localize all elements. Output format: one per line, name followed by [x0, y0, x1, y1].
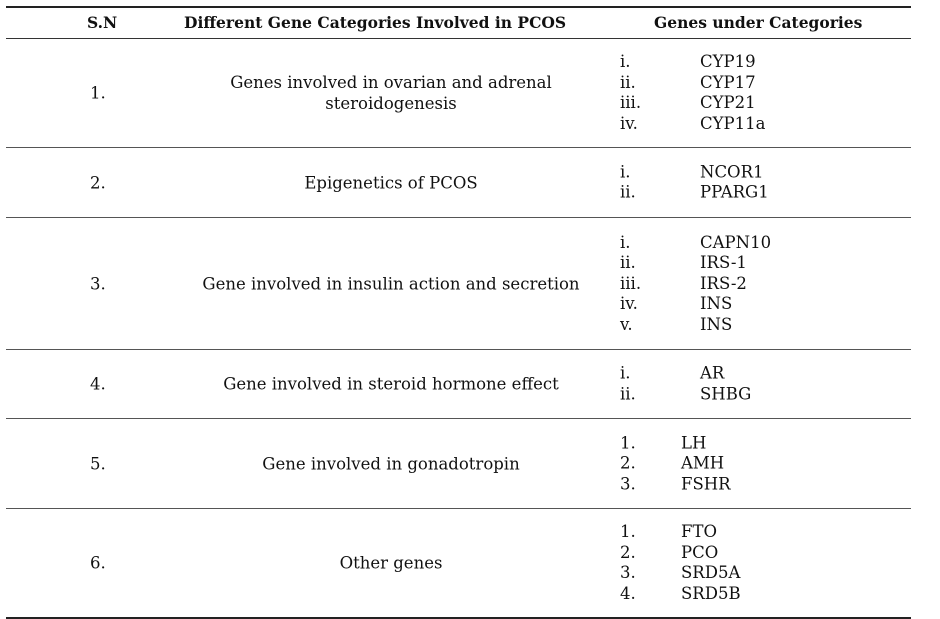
gene-name: AR	[700, 363, 725, 383]
row-category: Gene involved in steroid hormone effect	[223, 374, 559, 394]
gene-list: i. CAPN10 ii. IRS-1 iii. IRS-2 iv. INS v. INS	[614, 232, 854, 335]
gene-name: AMH	[681, 453, 725, 473]
table-row: 4. Gene involved in steroid hormone effe…	[6, 350, 911, 419]
gene-name: FTO	[681, 522, 717, 541]
gene-number: ii.	[620, 252, 636, 272]
gene-number: ii.	[620, 182, 636, 202]
gene-number: ii.	[620, 384, 636, 403]
row-category: Gene involved in insulin action and secr…	[202, 274, 580, 293]
row-category: Gene involved in gonadotropin	[262, 454, 520, 473]
row-sn: 6.	[90, 553, 106, 573]
gene-item: iv. CYP11a	[614, 114, 854, 135]
gene-name: LH	[681, 432, 707, 452]
gene-number: iv.	[620, 293, 638, 313]
gene-number: 4.	[620, 583, 636, 603]
gene-item: i. CYP19	[614, 52, 854, 73]
row-sn: 3.	[90, 274, 106, 293]
gene-item: ii. SHBG	[614, 384, 854, 405]
gene-item: ii. IRS-1	[614, 253, 854, 274]
gene-item: 3. FSHR	[614, 474, 854, 495]
gene-number: 2.	[620, 453, 636, 473]
gene-number: 1.	[620, 522, 636, 541]
row-sn: 1.	[90, 83, 106, 103]
table-header: S.N Different Gene Categories Involved i…	[6, 6, 911, 39]
gene-category-table: S.N Different Gene Categories Involved i…	[6, 6, 911, 619]
table-row: 6. Other genes 1. FTO 2. PCO 3. SRD5A 4. SRD…	[6, 509, 911, 619]
gene-number: i.	[620, 232, 631, 252]
header-genes: Genes under Categories	[654, 13, 863, 32]
gene-item: i. NCOR1	[614, 162, 854, 183]
gene-number: 2.	[620, 542, 636, 562]
gene-item: iii. CYP21	[614, 93, 854, 114]
gene-item: 2. PCO	[614, 543, 854, 564]
header-category: Different Gene Categories Involved in PC…	[184, 13, 567, 32]
gene-name: IRS-2	[700, 273, 747, 293]
gene-item: ii. CYP17	[614, 73, 854, 94]
gene-number: 3.	[620, 473, 636, 493]
gene-number: iii.	[620, 93, 642, 112]
gene-name: IRS-1	[700, 252, 747, 272]
gene-list: i. CYP19 ii. CYP17 iii. CYP21 iv. CYP11a	[614, 52, 854, 134]
gene-name: CAPN10	[700, 232, 772, 252]
gene-number: v.	[620, 314, 633, 334]
gene-list: i. NCOR1 ii. PPARG1	[614, 162, 854, 203]
row-sn: 2.	[90, 173, 106, 192]
row-sn: 4.	[90, 374, 106, 394]
gene-item: v. INS	[614, 314, 854, 335]
gene-name: INS	[700, 314, 733, 334]
gene-name: CYP19	[700, 52, 756, 71]
gene-number: iv.	[620, 113, 638, 133]
gene-number: i.	[620, 52, 631, 71]
gene-number: 3.	[620, 563, 636, 582]
gene-item: ii. PPARG1	[614, 183, 854, 204]
table-row: 5. Gene involved in gonadotropin 1. LH 2.…	[6, 419, 911, 509]
gene-item: i. AR	[614, 364, 854, 385]
gene-name: PCO	[681, 542, 719, 562]
gene-name: CYP11a	[700, 113, 766, 133]
gene-name: CYP21	[700, 93, 756, 112]
row-category: Genes involved in ovarian and adrenal st…	[230, 73, 552, 113]
gene-item: 4. SRD5B	[614, 584, 854, 605]
gene-name: PPARG1	[700, 182, 769, 202]
row-sn: 5.	[90, 454, 106, 473]
gene-name: SRD5B	[681, 583, 741, 603]
gene-item: 2. AMH	[614, 453, 854, 474]
gene-name: FSHR	[681, 473, 731, 493]
gene-number: i.	[620, 363, 631, 383]
table-row: 1. Genes involved in ovarian and adrenal…	[6, 39, 911, 148]
gene-name: SHBG	[700, 384, 752, 403]
gene-name: SRD5A	[681, 563, 741, 582]
gene-item: 3. SRD5A	[614, 563, 854, 584]
gene-item: 1. FTO	[614, 522, 854, 543]
gene-name: CYP17	[700, 72, 756, 92]
gene-item: i. CAPN10	[614, 232, 854, 253]
gene-item: 1. LH	[614, 433, 854, 454]
gene-list: i. AR ii. SHBG	[614, 364, 854, 405]
gene-number: i.	[620, 162, 631, 181]
gene-item: iv. INS	[614, 294, 854, 315]
row-category: Other genes	[339, 553, 443, 573]
table-row: 2. Epigenetics of PCOS i. NCOR1 ii. PPARG1	[6, 148, 911, 218]
gene-name: INS	[700, 293, 733, 313]
gene-name: NCOR1	[700, 162, 764, 181]
gene-list: 1. LH 2. AMH 3. FSHR	[614, 433, 854, 495]
header-sn: S.N	[87, 13, 118, 32]
gene-item: iii. IRS-2	[614, 273, 854, 294]
table-row: 3. Gene involved in insulin action and s…	[6, 218, 911, 350]
gene-list: 1. FTO 2. PCO 3. SRD5A 4. SRD5B	[614, 522, 854, 604]
gene-number: iii.	[620, 273, 642, 293]
row-category: Epigenetics of PCOS	[304, 173, 478, 192]
gene-number: 1.	[620, 432, 636, 452]
gene-number: ii.	[620, 72, 636, 92]
